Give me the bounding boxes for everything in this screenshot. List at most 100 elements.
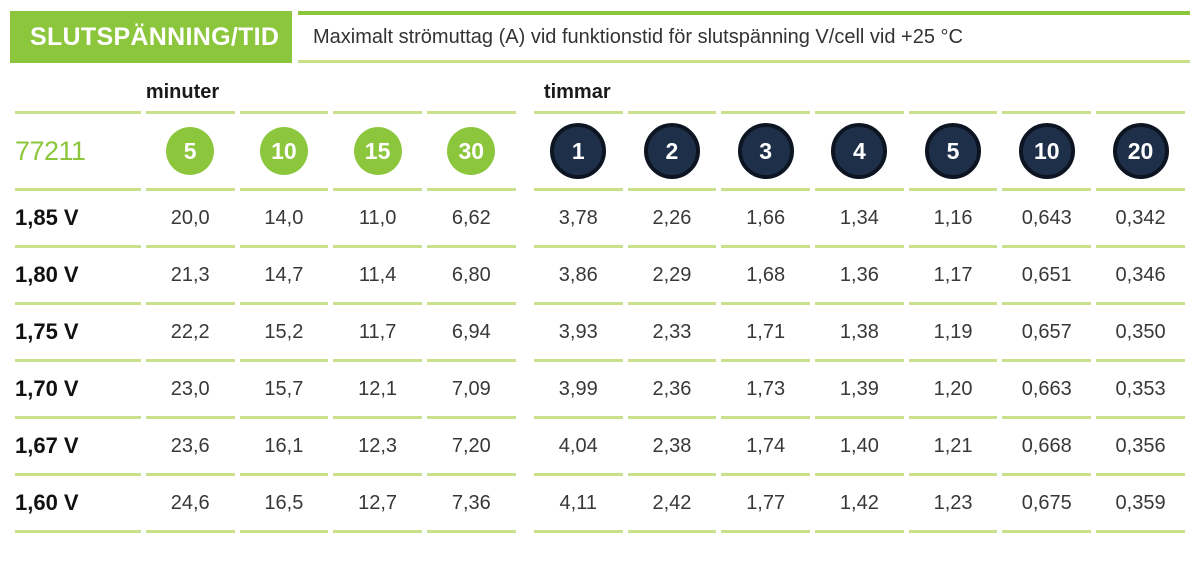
group-underline-cell <box>15 63 141 114</box>
value-cell: 1,66 <box>721 191 811 248</box>
group-header-row: minuter timmar <box>15 63 1185 114</box>
value-cell: 2,26 <box>627 191 717 248</box>
table-row: 1,67 V 23,6 16,1 12,3 7,20 4,04 2,38 1,7… <box>15 419 1185 476</box>
value-cell: 2,42 <box>627 476 717 533</box>
value-cell: 12,7 <box>333 476 422 533</box>
group-gap <box>521 419 529 476</box>
product-code: 77211 <box>15 114 141 191</box>
value-cell: 1,17 <box>908 248 998 305</box>
value-cell: 11,0 <box>333 191 422 248</box>
value-cell: 1,38 <box>815 305 904 362</box>
value-cell: 14,0 <box>239 191 329 248</box>
value-cell: 2,38 <box>627 419 717 476</box>
value-cell: 6,80 <box>426 248 516 305</box>
section-header: SLUTSPÄNNING/TID Maximalt strömuttag (A)… <box>10 11 1190 63</box>
value-cell: 1,40 <box>815 419 904 476</box>
value-cell: 0,657 <box>1002 305 1092 362</box>
row-label-voltage: 1,80 V <box>15 248 141 305</box>
group-gap <box>521 114 529 191</box>
value-cell: 1,16 <box>908 191 998 248</box>
section-subtitle: Maximalt strömuttag (A) vid funktionstid… <box>313 26 963 48</box>
value-cell: 3,78 <box>533 191 623 248</box>
value-cell: 4,11 <box>533 476 623 533</box>
row-label-voltage: 1,70 V <box>15 362 141 419</box>
group-gap <box>521 362 529 419</box>
value-cell: 7,20 <box>426 419 516 476</box>
minute-circle-10: 10 <box>259 127 308 175</box>
group-gap <box>521 191 529 248</box>
value-cell: 4,04 <box>533 419 623 476</box>
value-cell: 23,6 <box>145 419 235 476</box>
group-underline-cell <box>721 63 811 114</box>
group-underline-cell <box>426 63 516 114</box>
value-cell: 11,4 <box>333 248 422 305</box>
group-gap <box>521 476 529 533</box>
value-cell: 14,7 <box>239 248 329 305</box>
value-cell: 0,353 <box>1096 362 1185 419</box>
hour-circle-10: 10 <box>1018 123 1075 179</box>
value-cell: 20,0 <box>145 191 235 248</box>
value-cell: 0,643 <box>1002 191 1092 248</box>
group-underline-cell <box>908 63 998 114</box>
section-title: SLUTSPÄNNING/TID <box>30 22 280 51</box>
table-row: 1,70 V 23,0 15,7 12,1 7,09 3,99 2,36 1,7… <box>15 362 1185 419</box>
row-label-voltage: 1,75 V <box>15 305 141 362</box>
value-cell: 1,73 <box>721 362 811 419</box>
value-cell: 1,23 <box>908 476 998 533</box>
value-cell: 3,93 <box>533 305 623 362</box>
value-cell: 12,1 <box>333 362 422 419</box>
value-cell: 11,7 <box>333 305 422 362</box>
datasheet-panel: SLUTSPÄNNING/TID Maximalt strömuttag (A)… <box>10 11 1190 533</box>
group-label-minutes: minuter <box>145 63 235 114</box>
value-cell: 16,5 <box>239 476 329 533</box>
minute-circle-30: 30 <box>447 127 496 175</box>
value-cell: 1,19 <box>908 305 998 362</box>
value-cell: 0,675 <box>1002 476 1092 533</box>
value-cell: 1,34 <box>815 191 904 248</box>
value-cell: 0,359 <box>1096 476 1185 533</box>
value-cell: 0,342 <box>1096 191 1185 248</box>
group-underline-cell <box>333 63 422 114</box>
table-row: 1,85 V 20,0 14,0 11,0 6,62 3,78 2,26 1,6… <box>15 191 1185 248</box>
group-label-hours: timmar <box>533 63 623 114</box>
value-cell: 1,77 <box>721 476 811 533</box>
group-underline-cell <box>1002 63 1092 114</box>
value-cell: 15,2 <box>239 305 329 362</box>
value-cell: 16,1 <box>239 419 329 476</box>
value-cell: 22,2 <box>145 305 235 362</box>
group-underline-cell <box>1096 63 1185 114</box>
value-cell: 12,3 <box>333 419 422 476</box>
group-gap <box>521 248 529 305</box>
value-cell: 0,346 <box>1096 248 1185 305</box>
value-cell: 0,356 <box>1096 419 1185 476</box>
value-cell: 1,39 <box>815 362 904 419</box>
value-cell: 21,3 <box>145 248 235 305</box>
hour-circle-2: 2 <box>643 123 700 179</box>
table-row: 1,60 V 24,6 16,5 12,7 7,36 4,11 2,42 1,7… <box>15 476 1185 533</box>
value-cell: 1,68 <box>721 248 811 305</box>
group-underline-cell <box>815 63 904 114</box>
value-cell: 1,20 <box>908 362 998 419</box>
hour-circle-3: 3 <box>737 123 794 179</box>
value-cell: 0,663 <box>1002 362 1092 419</box>
minute-circle-5: 5 <box>166 127 215 175</box>
table-row: 1,80 V 21,3 14,7 11,4 6,80 3,86 2,29 1,6… <box>15 248 1185 305</box>
minute-circle-15: 15 <box>353 127 402 175</box>
group-underline-cell <box>627 63 717 114</box>
group-gap <box>521 305 529 362</box>
value-cell: 6,94 <box>426 305 516 362</box>
value-cell: 6,62 <box>426 191 516 248</box>
value-cell: 2,33 <box>627 305 717 362</box>
discharge-table: minuter timmar 77211 5 10 15 30 1 2 3 4 … <box>10 63 1190 533</box>
row-label-voltage: 1,85 V <box>15 191 141 248</box>
value-cell: 7,36 <box>426 476 516 533</box>
value-cell: 3,86 <box>533 248 623 305</box>
row-label-voltage: 1,60 V <box>15 476 141 533</box>
group-underline-cell <box>239 63 329 114</box>
value-cell: 0,350 <box>1096 305 1185 362</box>
column-header-row: 77211 5 10 15 30 1 2 3 4 5 10 20 <box>15 114 1185 191</box>
group-gap <box>521 63 529 114</box>
row-label-voltage: 1,67 V <box>15 419 141 476</box>
value-cell: 1,42 <box>815 476 904 533</box>
value-cell: 2,29 <box>627 248 717 305</box>
